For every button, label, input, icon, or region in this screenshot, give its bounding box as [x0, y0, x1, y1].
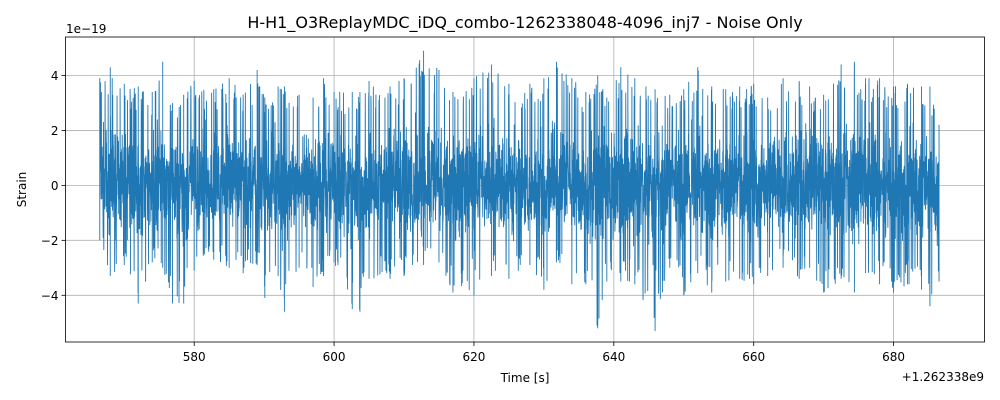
x-tick-label: 580 — [183, 350, 206, 364]
x-offset-label: +1.262338e9 — [902, 370, 984, 384]
y-axis: −4 −2 0 2 4 — [41, 69, 66, 303]
y-tick-label: 2 — [51, 124, 59, 138]
y-tick-label: −4 — [41, 289, 59, 303]
x-tick-label: 640 — [602, 350, 625, 364]
x-tick-label: 680 — [882, 350, 905, 364]
y-scale-label: 1e−19 — [66, 22, 106, 36]
plot-frame — [65, 36, 985, 343]
x-axis: 580 600 620 640 660 680 — [183, 342, 905, 364]
strain-line — [99, 50, 940, 332]
y-tick-label: −2 — [41, 234, 59, 248]
x-axis-label: Time [s] — [500, 371, 550, 385]
x-tick-label: 620 — [462, 350, 485, 364]
x-tick-label: 660 — [742, 350, 765, 364]
chart-title: H-H1_O3ReplayMDC_iDQ_combo-1262338048-40… — [247, 13, 802, 33]
series-strain — [99, 50, 940, 332]
y-tick-label: 4 — [51, 69, 59, 83]
x-tick-label: 600 — [323, 350, 346, 364]
y-tick-label: 0 — [51, 179, 59, 193]
y-axis-label: Strain — [15, 172, 29, 208]
